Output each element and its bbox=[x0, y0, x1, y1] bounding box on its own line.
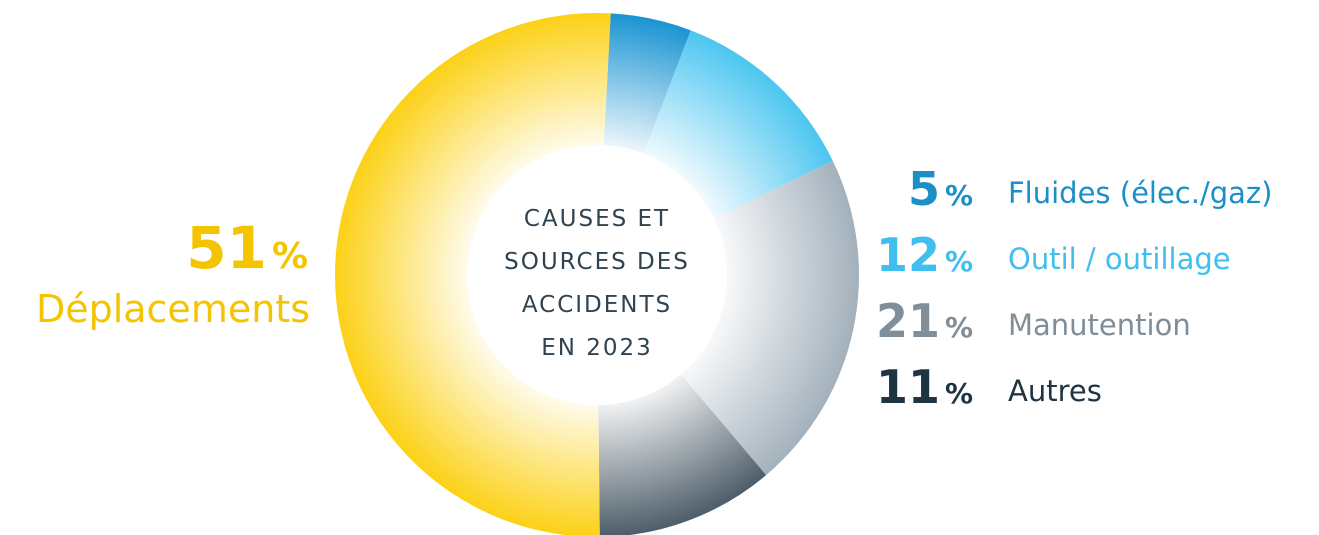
legend-label: Manutention bbox=[1008, 308, 1191, 342]
legend-value: 12 bbox=[876, 228, 940, 282]
legend-label: Fluides (élec./gaz) bbox=[1008, 176, 1272, 210]
slice bbox=[598, 374, 767, 535]
legend-unit: % bbox=[945, 179, 973, 212]
center-title: SOURCES DES bbox=[504, 249, 690, 275]
legend-unit: % bbox=[945, 245, 973, 278]
legend-value: 11 bbox=[876, 360, 940, 414]
center-title: CAUSES ET bbox=[524, 206, 670, 232]
donut-hole bbox=[467, 145, 727, 405]
legend-unit: % bbox=[945, 377, 973, 410]
center-title: EN 2023 bbox=[541, 335, 653, 361]
slice bbox=[643, 30, 833, 219]
center-title: ACCIDENTS bbox=[522, 292, 672, 318]
slice bbox=[603, 13, 691, 154]
legend-label: Autres bbox=[1008, 374, 1102, 408]
slice bbox=[680, 160, 859, 476]
legend-unit: % bbox=[272, 236, 308, 277]
slice bbox=[335, 13, 611, 535]
legend-value: 21 bbox=[876, 294, 940, 348]
labels: CAUSES ET SOURCES DES ACCIDENTS EN 2023 5% Fl… bbox=[36, 162, 1273, 414]
legend-label: Outil / outillage bbox=[1008, 242, 1231, 276]
legend-unit: % bbox=[945, 311, 973, 344]
legend-value: 51 bbox=[186, 214, 267, 282]
legend-label: Déplacements bbox=[36, 287, 310, 331]
legend-value: 5 bbox=[908, 162, 940, 216]
donut bbox=[335, 13, 859, 535]
